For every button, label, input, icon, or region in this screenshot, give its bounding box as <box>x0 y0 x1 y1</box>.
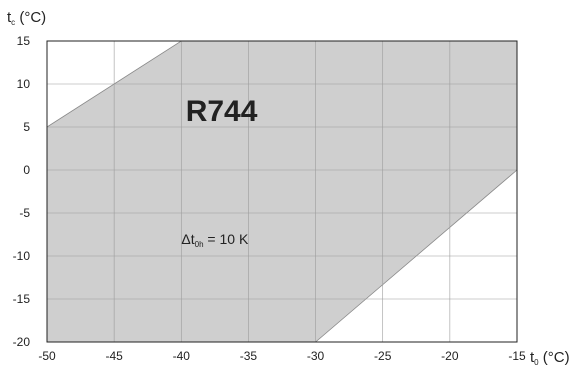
superheat-note: Δt0h = 10 K <box>181 231 249 249</box>
x-tick-label: -45 <box>105 349 123 363</box>
y-axis-title: tc (°C) <box>7 9 46 27</box>
refrigerant-label: R744 <box>186 95 258 128</box>
y-tick-label: 15 <box>17 34 31 48</box>
y-axis-title-unit: (°C) <box>15 9 46 26</box>
x-tick-label: -20 <box>441 349 459 363</box>
y-tick-label: 10 <box>17 77 31 91</box>
x-axis-title: t0 (°C) <box>530 349 570 367</box>
superheat-value: = 10 K <box>204 231 249 247</box>
y-axis-title-sub: c <box>11 18 15 27</box>
y-tick-labels: -20 -15 -10 -5 0 5 10 15 <box>13 34 31 349</box>
superheat-delta: Δt <box>181 231 194 247</box>
y-tick-label: -20 <box>13 335 31 349</box>
y-tick-label: -10 <box>13 249 31 263</box>
operating-envelope-area <box>46 40 518 343</box>
x-tick-labels: -50 -45 -40 -35 -30 -25 -20 -15 <box>38 349 526 363</box>
x-tick-label: -30 <box>307 349 325 363</box>
y-tick-label: 0 <box>23 163 30 177</box>
x-axis-title-main: t <box>530 349 535 366</box>
x-tick-label: -50 <box>38 349 56 363</box>
x-tick-label: -40 <box>173 349 191 363</box>
y-axis-title-main: t <box>7 9 12 26</box>
x-tick-label: -15 <box>508 349 526 363</box>
y-tick-label: -5 <box>19 206 30 220</box>
x-tick-label: -35 <box>240 349 258 363</box>
grid-lines <box>47 41 517 342</box>
y-tick-label: -15 <box>13 292 31 306</box>
superheat-sub: 0h <box>195 240 204 249</box>
plot-frame <box>46 40 518 343</box>
y-tick-label: 5 <box>23 120 30 134</box>
x-axis-title-sub: 0 <box>534 358 539 367</box>
x-axis-title-unit: (°C) <box>539 349 570 366</box>
x-tick-label: -25 <box>374 349 392 363</box>
